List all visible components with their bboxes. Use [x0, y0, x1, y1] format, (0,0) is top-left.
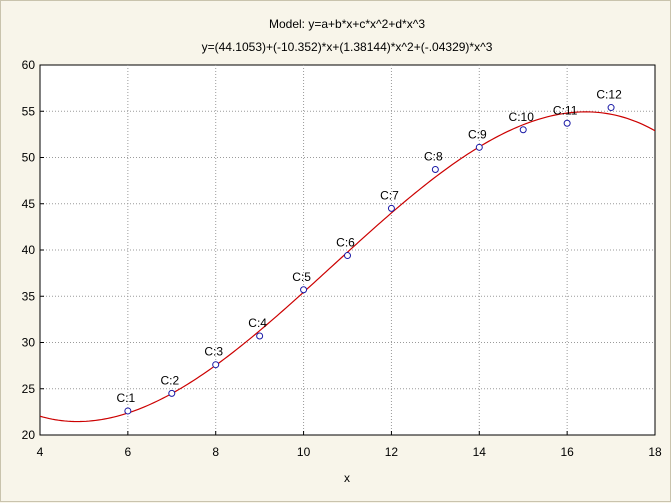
data-point: [124, 407, 132, 415]
data-point-label: C:7: [380, 188, 399, 202]
data-point-label: C:8: [424, 150, 443, 164]
data-point-label: C:10: [509, 110, 535, 124]
y-tick-label: 60: [22, 58, 36, 72]
data-point-label: C:5: [292, 270, 311, 284]
data-point: [300, 286, 308, 294]
y-tick-label: 50: [22, 151, 36, 165]
data-point: [168, 389, 176, 397]
data-point: [607, 104, 615, 112]
data-point-label: C:12: [596, 88, 622, 102]
data-point-label: C:9: [468, 127, 487, 141]
y-tick-label: 45: [22, 197, 36, 211]
data-point: [387, 204, 395, 212]
x-tick-label: 14: [473, 445, 487, 459]
x-tick-label: 6: [125, 445, 132, 459]
y-tick-label: 40: [22, 243, 36, 257]
x-tick-label: 8: [212, 445, 219, 459]
x-tick-label: 4: [37, 445, 44, 459]
y-tick-label: 20: [22, 428, 36, 442]
data-point: [563, 119, 571, 127]
y-tick-label: 30: [22, 336, 36, 350]
data-points-layer: C:1 C:2 C:3 C:4 C:5 C:6 C:7 C:8 C:9 C:10 C:11 C:12: [117, 88, 622, 415]
chart-subtitle: y=(44.1053)+(-10.352)*x+(1.38144)*x^2+(-…: [202, 40, 493, 54]
data-point-label: C:4: [248, 316, 267, 330]
data-point-label: C:1: [117, 391, 136, 405]
data-point-label: C:11: [553, 103, 578, 117]
y-tick-label: 55: [22, 104, 36, 118]
chart-title: Model: y=a+b*x+c*x^2+d*x^3: [269, 17, 425, 31]
x-tick-label: 10: [297, 445, 311, 459]
y-tick-label: 25: [22, 382, 36, 396]
axis-ticks: 4 6 8 10 12 14 16 18 20 25 30 35 40 45 50 55 60: [22, 58, 662, 459]
data-point-label: C:2: [160, 373, 179, 387]
x-tick-label: 18: [648, 445, 662, 459]
data-point: [256, 332, 264, 340]
data-point: [475, 143, 483, 151]
data-point: [344, 252, 351, 260]
data-point-label: C:6: [336, 236, 355, 250]
x-tick-label: 16: [560, 445, 574, 459]
x-tick-label: 12: [385, 445, 399, 459]
grid-lines: [40, 65, 655, 435]
y-tick-label: 35: [22, 289, 36, 303]
data-point-label: C:3: [204, 345, 223, 359]
data-point: [519, 126, 527, 134]
data-point: [212, 361, 220, 369]
x-axis-label: x: [344, 471, 350, 485]
data-point: [431, 166, 439, 174]
